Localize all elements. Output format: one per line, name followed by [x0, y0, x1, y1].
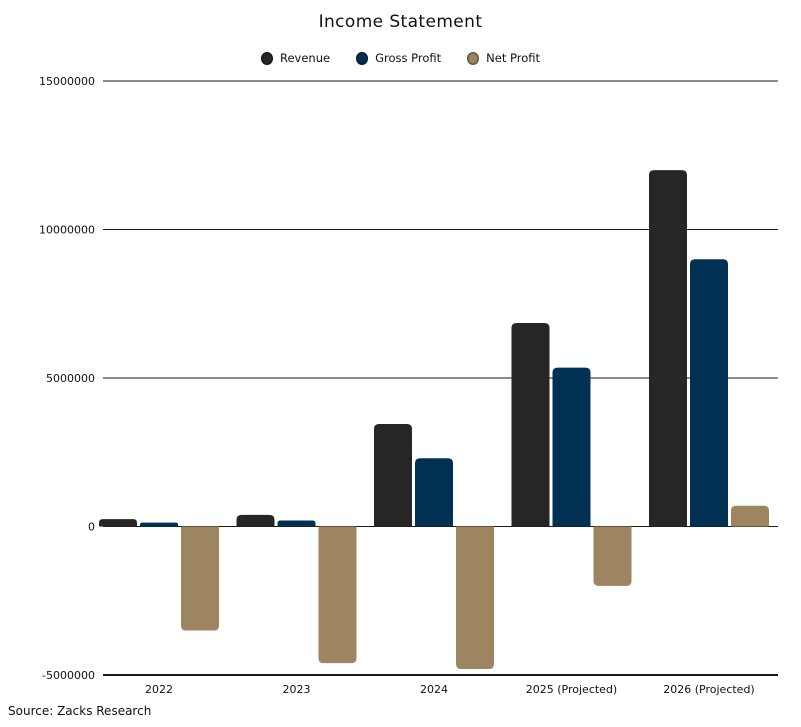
bar-revenue-2022[interactable] [99, 519, 137, 527]
legend-item-net-profit[interactable]: Net Profit [467, 51, 540, 65]
legend-marker-net-profit-icon [467, 51, 480, 65]
bar-net-profit-2022[interactable] [181, 526, 219, 631]
bar-net-profit-2024[interactable] [456, 526, 494, 670]
source-note: Source: Zacks Research [8, 704, 152, 718]
legend-label: Net Profit [486, 51, 540, 65]
bar-gross-profit-2022[interactable] [140, 522, 178, 527]
bar-gross-profit-2025-projected[interactable] [552, 367, 591, 527]
legend-item-gross-profit[interactable]: Gross Profit [356, 51, 441, 65]
legend-label: Revenue [280, 51, 331, 65]
bar-revenue-2023[interactable] [236, 514, 275, 527]
legend-label: Gross Profit [375, 51, 442, 65]
x-tick-label: 2026 (Projected) [663, 683, 754, 696]
y-tick-label: -5000000 [42, 669, 95, 682]
chart-title: Income Statement [318, 12, 483, 32]
legend-marker-gross-profit-icon [356, 51, 369, 65]
x-tick-label: 2023 [283, 683, 311, 696]
x-tick-label: 2024 [420, 683, 448, 696]
x-tick-label: 2022 [145, 683, 173, 696]
bar-revenue-2026-projected[interactable] [649, 170, 687, 527]
bar-net-profit-2025-projected[interactable] [593, 526, 632, 586]
y-tick-label: 0 [88, 521, 95, 534]
bar-revenue-2024[interactable] [374, 424, 412, 527]
y-tick-label: 10000000 [39, 224, 95, 237]
bar-gross-profit-2024[interactable] [415, 458, 453, 527]
y-tick-label: 15000000 [39, 75, 95, 88]
chart-legend: Revenue Gross Profit Net Profit [0, 49, 801, 67]
legend-item-revenue[interactable]: Revenue [261, 51, 330, 65]
bar-gross-profit-2026-projected[interactable] [690, 259, 728, 527]
bar-gross-profit-2023[interactable] [277, 520, 316, 527]
bar-revenue-2025-projected[interactable] [511, 323, 550, 527]
legend-marker-revenue-icon [261, 51, 273, 65]
x-tick-label: 2025 (Projected) [526, 683, 617, 696]
bar-net-profit-2026-projected[interactable] [731, 505, 769, 527]
y-tick-label: 5000000 [46, 372, 95, 385]
bar-net-profit-2023[interactable] [318, 526, 357, 664]
